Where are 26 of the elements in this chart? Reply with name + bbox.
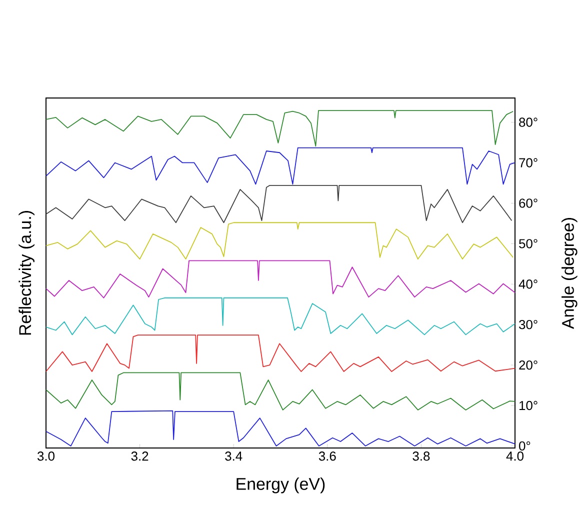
y-tick-label: 50° — [519, 239, 538, 248]
y-tick-label: 30° — [519, 320, 538, 330]
line-series — [46, 184, 512, 224]
y2-axis-title: Angle (degree) — [562, 218, 578, 329]
line-series — [46, 334, 516, 372]
y-tick-label: 40° — [518, 280, 538, 289]
y-tick-label: 70° — [519, 158, 538, 168]
x-axis-title: Energy (eV) — [236, 478, 325, 494]
line-series — [46, 110, 514, 147]
x-tick-label: 3.0 — [38, 452, 55, 461]
x-tick-label: 3.2 — [131, 452, 148, 461]
x-tick-label: 3.8 — [412, 452, 430, 461]
x-tick-label: 3.6 — [318, 452, 336, 461]
y-tick-label: 0° — [519, 441, 530, 451]
line-series — [46, 222, 514, 260]
y-tick-label: 80° — [519, 118, 538, 127]
y-axis-title: Reflectivity (a.u.) — [18, 211, 34, 335]
line-series — [46, 372, 516, 410]
line-series — [46, 260, 516, 298]
line-series — [46, 147, 516, 185]
y-tick-label: 20° — [519, 360, 538, 370]
x-tick-label: 3.4 — [225, 452, 242, 461]
line-series — [46, 297, 516, 336]
y-tick-label: 60° — [519, 198, 538, 208]
y-tick-label: 10° — [520, 400, 538, 410]
x-tick-label: 4.0 — [506, 452, 524, 461]
